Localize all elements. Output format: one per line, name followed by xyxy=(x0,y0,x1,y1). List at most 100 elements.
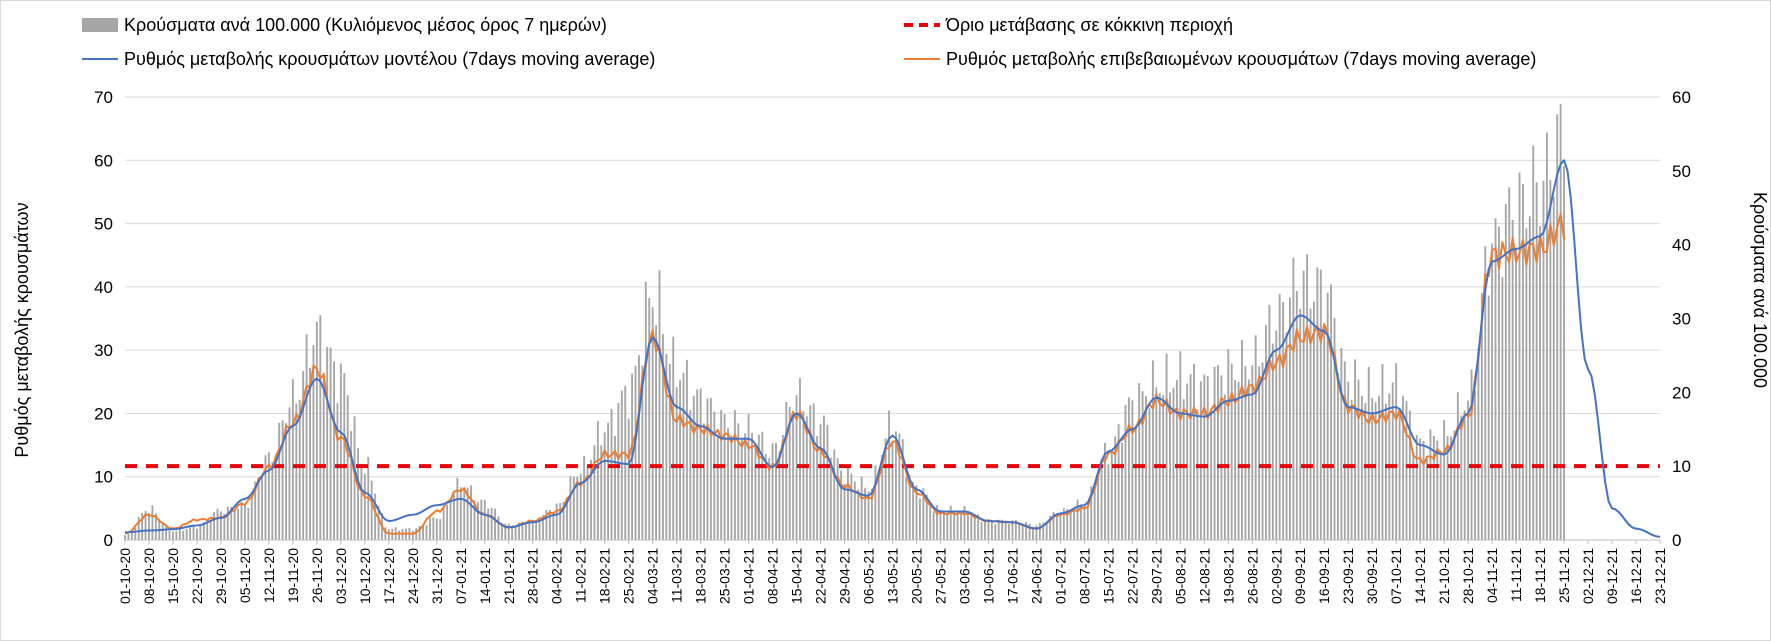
x-tick-label: 15-10-20 xyxy=(165,548,181,604)
bar xyxy=(442,507,445,540)
bar xyxy=(559,502,562,540)
bar xyxy=(1405,400,1408,540)
x-tick-label: 21-01-21 xyxy=(501,548,517,604)
x-tick-label: 13-05-21 xyxy=(885,548,901,604)
bar xyxy=(264,455,267,540)
x-tick-label: 10-12-20 xyxy=(357,548,373,604)
bar xyxy=(607,422,610,540)
x-tick-label: 15-07-21 xyxy=(1100,548,1116,604)
bar xyxy=(713,411,716,540)
bar xyxy=(1237,381,1240,540)
bar xyxy=(579,473,582,540)
bar xyxy=(1148,408,1151,540)
bar xyxy=(374,493,377,540)
bar xyxy=(853,481,856,540)
y-right-tick-label: 20 xyxy=(1672,383,1691,402)
bar xyxy=(823,415,825,540)
bar xyxy=(627,418,630,540)
bar xyxy=(182,530,185,540)
bar xyxy=(898,433,901,540)
bar xyxy=(874,465,877,540)
bar xyxy=(370,480,373,540)
bar xyxy=(946,513,949,540)
bar xyxy=(1453,430,1456,540)
bar xyxy=(1450,436,1452,540)
bar xyxy=(1446,435,1449,540)
x-tick-label: 14-01-21 xyxy=(477,548,493,604)
bar xyxy=(740,438,743,540)
x-tick-label: 29-07-21 xyxy=(1148,548,1164,604)
bar xyxy=(877,469,880,540)
bar xyxy=(309,367,311,540)
bar xyxy=(398,530,401,540)
bar xyxy=(285,423,287,540)
bar xyxy=(130,530,133,540)
legend-label: Όριο μετάβασης σε κόκκινη περιοχή xyxy=(945,15,1233,35)
bar xyxy=(1381,364,1384,540)
bar xyxy=(267,452,270,540)
bar xyxy=(620,390,623,540)
x-tick-label: 26-11-20 xyxy=(309,548,325,603)
bar xyxy=(1035,525,1038,540)
bar xyxy=(860,476,863,540)
bar xyxy=(901,439,904,540)
legend-label: Ρυθμός μεταβολής επιβεβαιωμένων κρουσμάτ… xyxy=(946,49,1536,69)
bars-series xyxy=(124,103,1566,541)
bar xyxy=(192,525,195,540)
bar xyxy=(1545,132,1548,540)
bar xyxy=(596,421,599,540)
x-tick-label: 09-12-21 xyxy=(1604,548,1620,604)
bar xyxy=(1093,488,1096,540)
y-right-tick-label: 50 xyxy=(1672,162,1691,181)
bar xyxy=(1004,521,1007,540)
bar xyxy=(1384,403,1387,540)
legend-label: Ρυθμός μεταβολής κρουσμάτων μοντέλου (7d… xyxy=(124,49,655,69)
bar xyxy=(1333,318,1336,540)
bar xyxy=(1539,225,1542,540)
bar xyxy=(377,506,380,540)
bar xyxy=(223,513,226,540)
bar xyxy=(363,473,366,540)
bar xyxy=(566,497,568,540)
bar xyxy=(1498,226,1500,540)
x-tick-label: 28-10-21 xyxy=(1460,548,1476,604)
bar xyxy=(1241,339,1243,540)
bar xyxy=(1042,522,1045,540)
bar xyxy=(1066,509,1069,540)
bar xyxy=(843,483,846,540)
bar xyxy=(764,453,767,540)
bar xyxy=(668,364,671,540)
x-tick-label: 25-02-21 xyxy=(621,548,637,604)
bar xyxy=(281,420,284,540)
bar xyxy=(847,466,849,540)
y-right-tick-label: 40 xyxy=(1672,236,1691,255)
x-tick-label: 11-02-21 xyxy=(573,548,589,603)
bar xyxy=(1518,172,1521,541)
bar xyxy=(1011,520,1014,540)
bar xyxy=(339,363,342,540)
bar xyxy=(463,490,466,540)
bar xyxy=(706,398,709,540)
bar xyxy=(1289,297,1291,540)
bar xyxy=(689,410,692,540)
bar xyxy=(1199,381,1202,540)
bar xyxy=(151,505,154,540)
bar xyxy=(1127,397,1130,540)
bar xyxy=(1073,508,1076,540)
bar xyxy=(802,411,805,540)
bar xyxy=(1220,375,1223,540)
bar xyxy=(189,526,192,540)
bar xyxy=(888,410,891,540)
bar xyxy=(936,505,938,540)
bar xyxy=(1227,349,1230,540)
bar xyxy=(997,521,1000,540)
bar xyxy=(278,422,281,540)
bar xyxy=(1100,458,1103,540)
x-tick-label: 14-10-21 xyxy=(1412,548,1428,604)
x-tick-label: 23-12-21 xyxy=(1652,548,1668,604)
bar xyxy=(302,371,305,540)
bar xyxy=(175,530,178,540)
bar xyxy=(1295,291,1298,540)
bar xyxy=(1196,409,1199,540)
